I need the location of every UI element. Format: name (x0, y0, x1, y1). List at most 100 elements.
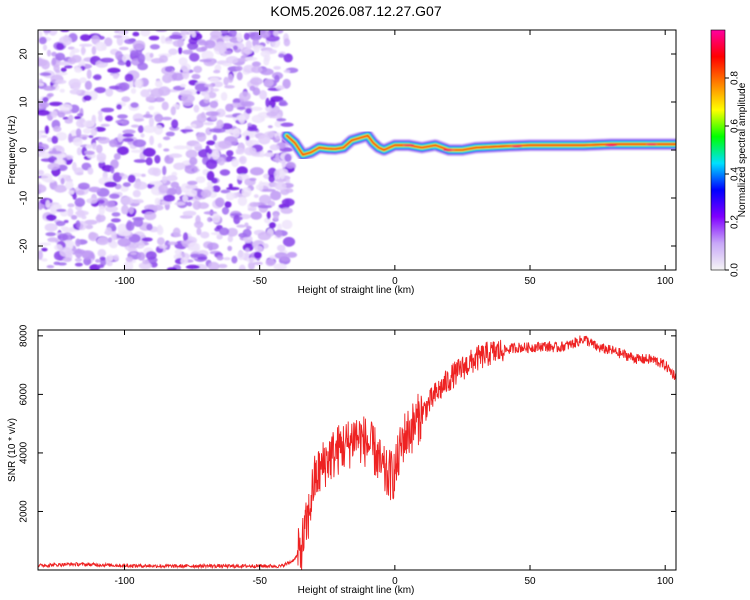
noise-blob (104, 37, 113, 47)
noise-blob (38, 109, 50, 116)
noise-blob (67, 207, 74, 217)
noise-blob (204, 84, 213, 88)
noise-blob (193, 143, 203, 151)
noise-blob (98, 205, 105, 216)
noise-blob (44, 125, 50, 134)
noise-blob (282, 236, 296, 247)
noise-blob (148, 93, 155, 101)
noise-blob (157, 143, 162, 149)
noise-blob (86, 198, 98, 204)
noise-blob (167, 187, 177, 195)
noise-blob (157, 237, 165, 246)
noise-blob (191, 31, 197, 38)
noise-blob (130, 124, 140, 128)
noise-blob (84, 150, 95, 155)
noise-blob (242, 228, 252, 238)
noise-blob (38, 82, 44, 87)
noise-blob (60, 226, 69, 231)
noise-blob (97, 199, 105, 204)
noise-blob (231, 255, 238, 264)
noise-blob (92, 75, 102, 80)
noise-blob (117, 146, 129, 156)
spectrogram-y-tick-label: 0 (19, 147, 30, 153)
spectrogram-x-tick-label: 0 (392, 276, 398, 287)
noise-blob (192, 200, 202, 210)
noise-blob (130, 50, 137, 57)
noise-blob (172, 40, 184, 47)
colorbar-tick-label: 0.8 (730, 71, 741, 85)
noise-blob (165, 131, 175, 137)
noise-blob (262, 188, 276, 192)
noise-blob (275, 135, 280, 140)
noise-blob (278, 53, 285, 58)
noise-blob (170, 181, 180, 189)
noise-blob (193, 104, 200, 113)
noise-blob (96, 236, 109, 246)
noise-blob (130, 252, 137, 255)
noise-blob (42, 96, 49, 103)
colorbar-tick-label: 0.4 (730, 167, 741, 181)
noise-blob (279, 99, 287, 106)
noise-blob (249, 201, 259, 208)
noise-blob (83, 120, 95, 128)
noise-blob (122, 137, 134, 142)
noise-blob (268, 222, 276, 229)
noise-blob (51, 110, 58, 118)
noise-blob (97, 110, 103, 116)
noise-blob (223, 257, 231, 261)
noise-blob (117, 133, 123, 143)
colorbar-label: Normalized spectral amplitude (737, 82, 748, 217)
noise-blob (276, 244, 286, 252)
noise-blob (204, 39, 216, 49)
noise-blob (55, 220, 66, 227)
noise-blob (231, 158, 239, 168)
noise-blob (43, 30, 52, 33)
noise-blob (46, 49, 52, 57)
noise-blob (59, 103, 73, 112)
noise-blob (56, 208, 67, 212)
noise-blob (77, 113, 84, 117)
noise-blob (83, 127, 92, 134)
noise-blob (250, 211, 262, 220)
noise-blob (122, 182, 131, 188)
noise-blob (285, 162, 295, 169)
noise-blob (149, 181, 162, 185)
noise-blob (201, 50, 214, 61)
noise-blob (259, 68, 274, 76)
noise-blob (67, 203, 75, 208)
noise-blob (157, 224, 163, 234)
noise-blob (219, 169, 231, 176)
noise-blob (144, 211, 157, 221)
noise-blob (117, 114, 128, 119)
noise-blob (281, 161, 286, 169)
noise-blob (188, 46, 195, 50)
noise-blob (286, 251, 298, 258)
noise-blob (212, 134, 217, 141)
noise-blob (149, 44, 160, 50)
noise-blob (55, 132, 67, 141)
noise-blob (266, 111, 278, 117)
noise-blob (133, 159, 147, 163)
noise-blob (81, 215, 87, 220)
noise-blob (220, 189, 231, 194)
noise-blob (46, 265, 55, 269)
noise-blob (44, 223, 58, 232)
noise-blob (45, 232, 56, 237)
noise-blob (143, 125, 157, 133)
noise-blob (137, 53, 146, 64)
noise-blob (111, 212, 121, 217)
noise-blob (211, 213, 221, 223)
noise-blob (52, 126, 62, 132)
noise-blob (207, 216, 213, 223)
noise-blob (95, 259, 101, 263)
noise-blob (43, 85, 56, 91)
noise-blob (252, 87, 261, 96)
noise-blob (57, 112, 66, 118)
noise-blob (76, 190, 85, 196)
noise-blob (281, 198, 295, 207)
noise-blob (94, 87, 106, 94)
noise-blob (39, 101, 50, 108)
noise-blob (219, 227, 230, 236)
noise-blob (228, 183, 233, 188)
